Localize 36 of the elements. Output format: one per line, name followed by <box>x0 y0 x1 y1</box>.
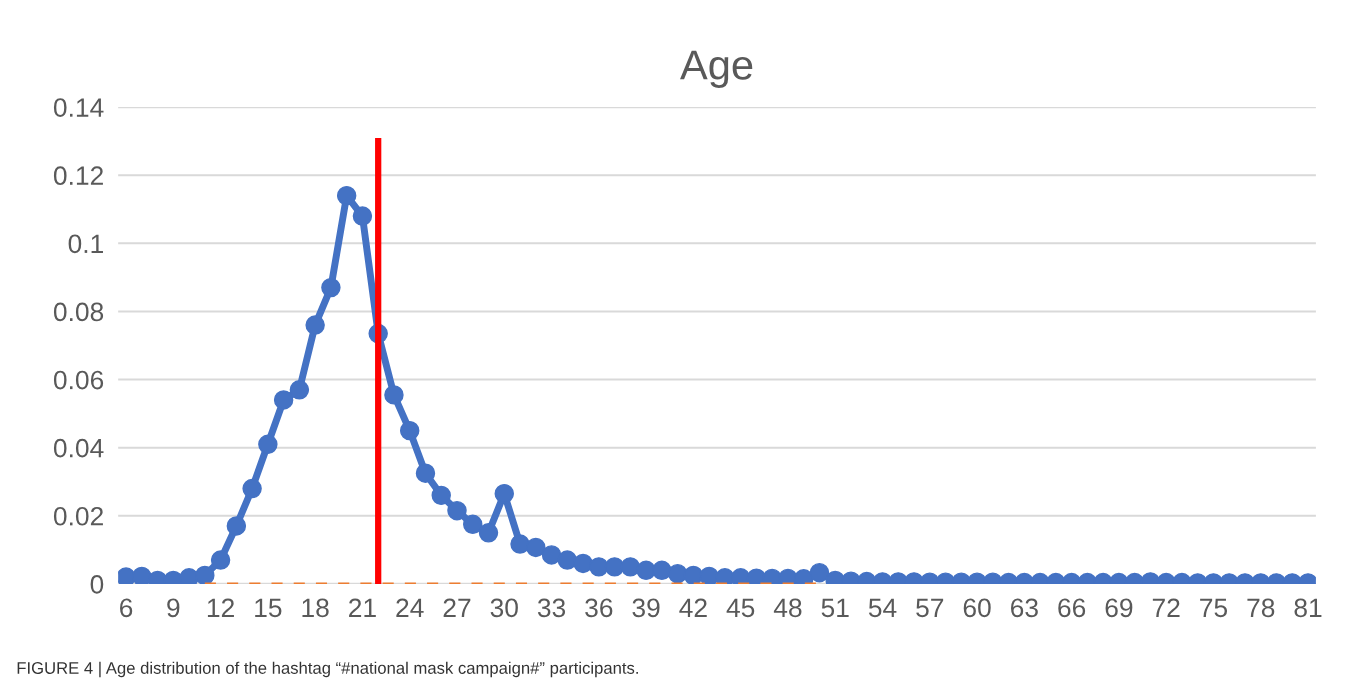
x-tick-label: 18 <box>302 598 329 618</box>
x-tick-label: 72 <box>1152 598 1180 617</box>
x-tick-label: 9 <box>167 598 180 618</box>
x-tick-label: 33 <box>537 598 566 618</box>
x-tick-label: 21 <box>349 598 376 617</box>
x-tick-label: 27 <box>443 598 471 617</box>
y-tick-label: 0.12 <box>53 166 103 186</box>
x-tick-label: 78 <box>1247 598 1275 618</box>
x-tick-label: 81 <box>1294 598 1322 618</box>
x-tick-label: 42 <box>679 598 707 617</box>
y-tick-label: 0.1 <box>68 234 103 254</box>
x-tick-label: 57 <box>916 598 944 618</box>
x-tick-label: 15 <box>255 598 282 618</box>
y-tick-label: 0.04 <box>53 438 104 458</box>
chart-title: Age <box>680 50 753 88</box>
x-tick-label: 48 <box>773 598 802 618</box>
x-tick-label: 39 <box>632 598 660 618</box>
x-tick-label: 66 <box>1058 598 1086 618</box>
x-tick-label: 54 <box>868 598 897 618</box>
x-tick-label: 12 <box>207 598 234 617</box>
x-tick-label: 36 <box>585 598 613 618</box>
y-tick-label: 0.08 <box>53 302 104 322</box>
x-tick-label: 24 <box>396 598 424 617</box>
x-tick-label: 51 <box>821 598 849 618</box>
x-tick-label: 75 <box>1200 598 1228 618</box>
x-tick-label: 60 <box>963 598 991 618</box>
caption: FIGURE 4 | Age distribution of the hashtag “#national mask campaign#” participants. <box>17 661 638 678</box>
x-tick-label: 45 <box>726 598 755 618</box>
y-tick-label: 0 <box>90 575 104 594</box>
y-tick-label: 0.14 <box>53 98 104 117</box>
y-tick-label: 0.06 <box>53 370 104 390</box>
x-tick-label: 30 <box>490 598 518 618</box>
x-tick-label: 63 <box>1011 598 1038 618</box>
y-tick-label: 0.02 <box>53 506 103 526</box>
x-tick-label: 6 <box>120 598 133 618</box>
x-tick-label: 69 <box>1105 598 1133 618</box>
